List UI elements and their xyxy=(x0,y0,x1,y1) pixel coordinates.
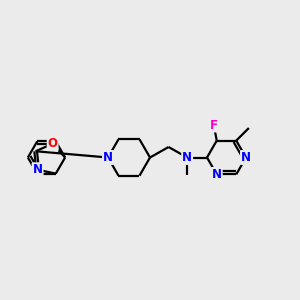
Text: N: N xyxy=(103,151,113,164)
Text: O: O xyxy=(48,137,58,150)
Text: F: F xyxy=(210,118,218,131)
Text: N: N xyxy=(182,151,192,164)
Text: N: N xyxy=(212,168,222,181)
Text: N: N xyxy=(33,163,43,176)
Text: N: N xyxy=(241,151,251,164)
